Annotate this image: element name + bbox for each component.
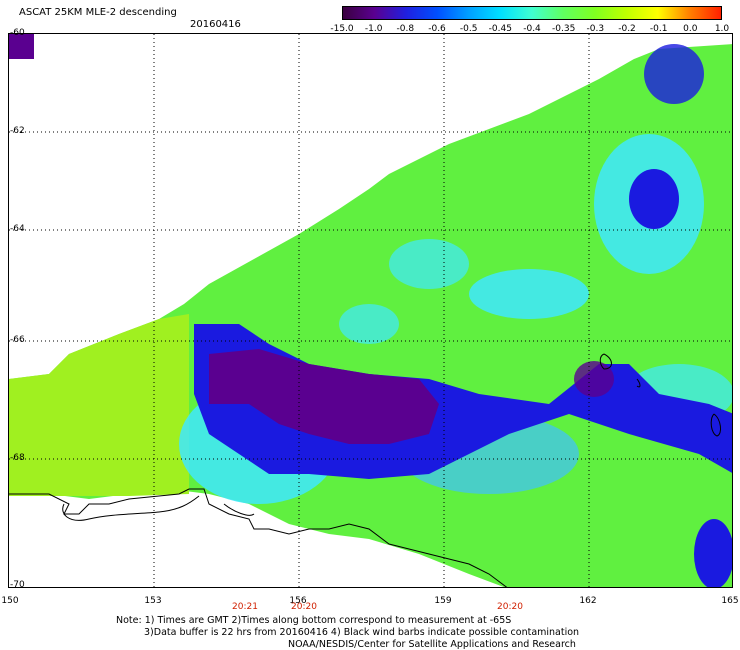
- lat-label: -70: [10, 580, 25, 590]
- map-panel: [8, 33, 733, 588]
- lon-label: 165: [721, 596, 739, 606]
- color-scale-labels: -15.0 -1.0 -0.8 -0.6 -0.5 -0.45 -0.4 -0.35 -0.3 -…: [330, 24, 730, 36]
- lon-label: 156: [289, 596, 307, 606]
- lon-label: 150: [1, 596, 19, 606]
- map-title: ASCAT 25KM MLE-2 descending: [19, 7, 177, 18]
- color-scale-label: -0.2: [618, 24, 636, 34]
- swath-purple-core: [9, 34, 614, 444]
- lat-label: -60: [10, 28, 25, 38]
- time-label: 20:20: [497, 602, 523, 612]
- swath-lightgreen-left: [9, 314, 189, 496]
- lat-label: -66: [10, 335, 25, 345]
- color-scale-label: -0.45: [488, 24, 512, 34]
- lat-label: -64: [10, 224, 25, 234]
- note-line-2: 3)Data buffer is 22 hrs from 20160416 4)…: [144, 627, 580, 638]
- color-scale-label: 1.0: [714, 24, 730, 34]
- color-scale-label: -0.1: [649, 24, 668, 34]
- color-scale-label: -0.35: [552, 24, 576, 34]
- graticule: [9, 34, 732, 587]
- lon-label: 153: [144, 596, 162, 606]
- lat-label: -62: [10, 126, 25, 136]
- color-scale-label: -15.0: [330, 24, 354, 34]
- color-scale-label: -0.3: [586, 24, 605, 34]
- note-line-1: Note: 1) Times are GMT 2)Times along bot…: [116, 615, 512, 626]
- color-scale-bar: [342, 6, 722, 20]
- color-scale-label: 0.0: [683, 24, 698, 34]
- time-label: 20:20: [291, 602, 317, 612]
- time-label: 20:21: [232, 602, 258, 612]
- note-line-3: NOAA/NESDIS/Center for Satellite Applica…: [288, 639, 576, 650]
- color-scale-label: -1.0: [364, 24, 383, 34]
- swath-map: [9, 34, 732, 587]
- swath-blue-region: [194, 44, 732, 587]
- map-date: 20160416: [190, 19, 241, 30]
- color-scale-label: -0.4: [523, 24, 541, 34]
- coastline: [9, 353, 722, 587]
- lon-label: 159: [434, 596, 452, 606]
- color-scale-label: -0.8: [396, 24, 415, 34]
- color-scale-label: -0.5: [459, 24, 478, 34]
- color-scale-label: -0.6: [428, 24, 446, 34]
- lon-label: 162: [579, 596, 597, 606]
- lat-label: -68: [10, 453, 25, 463]
